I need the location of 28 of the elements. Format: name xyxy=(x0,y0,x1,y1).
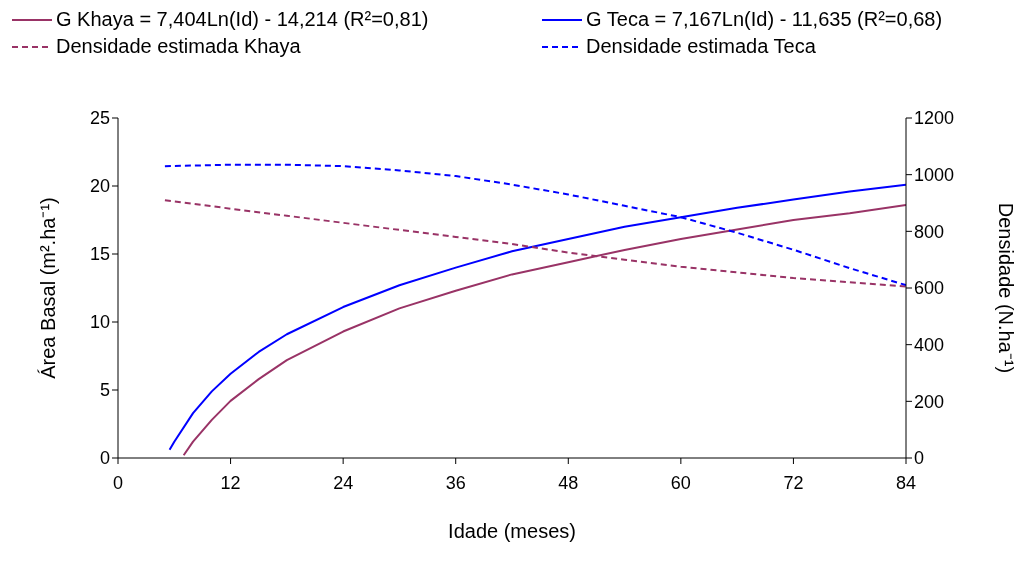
y-tick-label: 5 xyxy=(99,380,110,401)
y-tick-label: 25 xyxy=(89,108,110,129)
y-tick-label: 0 xyxy=(99,448,110,469)
y2-tick-label: 800 xyxy=(914,221,945,242)
x-tick-label: 84 xyxy=(895,472,917,493)
legend-label: G Khaya = 7,404Ln(Id) - 14,214 (R²=0,81) xyxy=(56,8,429,31)
x-tick-label: 60 xyxy=(670,472,691,493)
y2-axis-title: Densidade (N.ha⁻¹) xyxy=(994,202,1017,374)
y-tick-label: 10 xyxy=(89,312,110,333)
y2-tick-label: 600 xyxy=(914,278,945,299)
legend-label: Densidade estimada Teca xyxy=(586,35,816,58)
x-tick-label: 12 xyxy=(220,472,241,493)
x-tick-label: 36 xyxy=(445,472,466,493)
y2-tick-label: 1200 xyxy=(914,108,955,129)
legend-label: G Teca = 7,167Ln(Id) - 11,635 (R²=0,68) xyxy=(586,8,943,31)
y2-tick-label: 400 xyxy=(914,335,945,356)
y-tick-label: 15 xyxy=(89,244,110,265)
x-axis-title: Idade (meses) xyxy=(448,520,576,542)
x-tick-label: 48 xyxy=(558,472,579,493)
y2-tick-label: 200 xyxy=(914,391,945,412)
legend-label: Densidade estimada Khaya xyxy=(56,35,301,58)
y2-tick-label: 1000 xyxy=(914,165,955,186)
x-tick-label: 72 xyxy=(783,472,804,493)
x-tick-label: 24 xyxy=(333,472,354,493)
y2-tick-label: 0 xyxy=(914,448,925,469)
y-tick-label: 20 xyxy=(89,176,110,197)
y-axis-title: Área Basal (m².ha⁻¹) xyxy=(37,197,60,379)
x-tick-label: 0 xyxy=(112,472,124,493)
